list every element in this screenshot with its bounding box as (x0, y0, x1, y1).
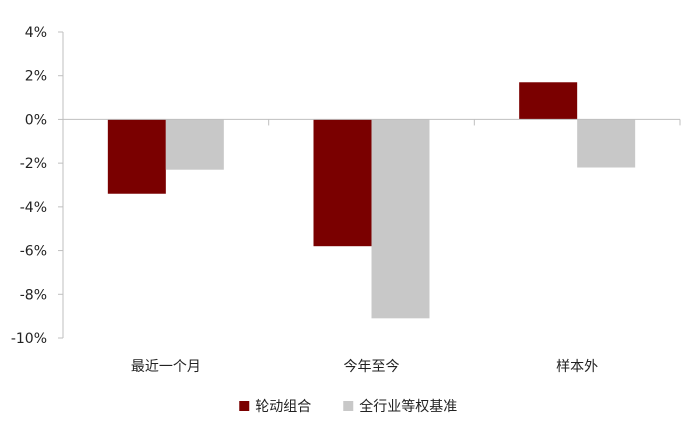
y-tick-label: 2% (25, 69, 47, 85)
x-category-label: 今年至今 (344, 359, 400, 375)
bar-benchmark-1 (371, 119, 430, 319)
bar-portfolio-1 (313, 119, 372, 247)
y-tick-label: -8% (20, 287, 47, 303)
y-tick-label: 0% (25, 112, 47, 128)
y-tick-label: -4% (20, 200, 47, 216)
y-tick-label: 4% (25, 25, 47, 41)
legend-label-benchmark: 全行业等权基准 (359, 398, 457, 415)
bar-benchmark-2 (577, 119, 636, 168)
bars (107, 82, 636, 319)
labels: 4% 2% 0% -2% -4% -6% -8% -10% 最近一个月 今年至今 样本外 (11, 25, 598, 375)
legend: 轮动组合 全行业等权基准 (239, 398, 457, 415)
bar-portfolio-2 (519, 82, 578, 120)
x-category-label: 最近一个月 (131, 359, 201, 375)
bar-benchmark-0 (165, 119, 224, 170)
bar-portfolio-0 (107, 119, 166, 194)
y-tick-label: -6% (20, 244, 47, 260)
legend-swatch-portfolio (239, 401, 250, 411)
y-tick-label: -2% (20, 156, 47, 172)
legend-swatch-benchmark (343, 401, 354, 411)
axes (58, 31, 64, 339)
zero-line-layer (63, 118, 681, 126)
x-category-label: 样本外 (556, 359, 598, 375)
y-tick-label: -10% (11, 331, 47, 347)
legend-label-portfolio: 轮动组合 (255, 399, 311, 415)
